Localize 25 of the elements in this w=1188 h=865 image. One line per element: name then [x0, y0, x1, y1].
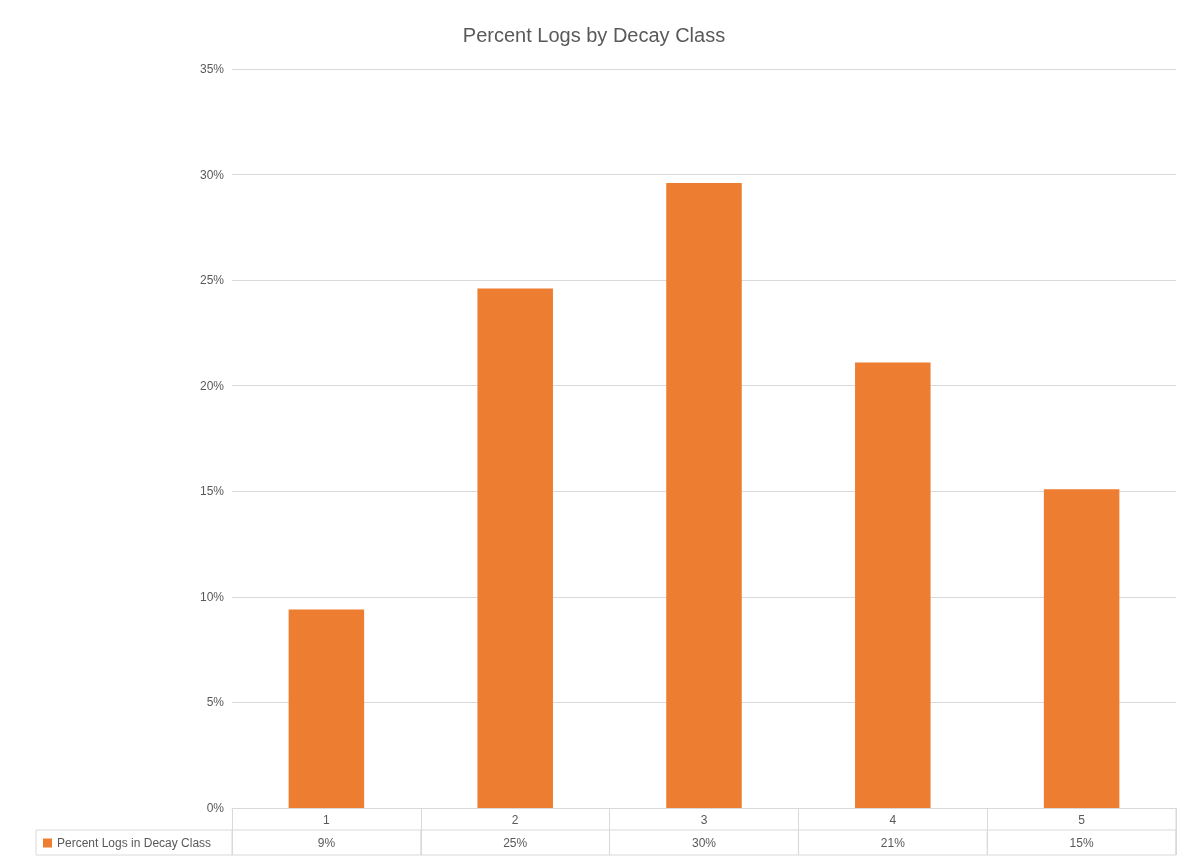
chart-title: Percent Logs by Decay Class — [462, 24, 726, 46]
y-tick-label: 30% — [199, 167, 225, 182]
legend-label: Percent Logs in Decay Class — [57, 836, 212, 850]
bar — [666, 183, 742, 808]
y-tick-label: 0% — [206, 801, 225, 815]
x-tick-label: 2 — [511, 813, 519, 827]
y-tick-label: 10% — [199, 589, 225, 604]
x-tick-label: 1 — [323, 813, 331, 827]
y-tick-label: 25% — [199, 273, 225, 288]
bar — [477, 288, 553, 808]
data-label: 21% — [880, 835, 906, 850]
bar — [288, 609, 365, 808]
y-tick-label: 5% — [206, 695, 225, 710]
x-tick-label: 5 — [1078, 813, 1086, 827]
y-tick-label: 20% — [199, 378, 225, 393]
bar — [855, 362, 931, 808]
data-label: 25% — [503, 835, 528, 850]
y-tick-label: 15% — [199, 484, 225, 499]
data-label: 15% — [1069, 835, 1094, 850]
y-tick-label: 35% — [199, 62, 225, 76]
data-label: 9% — [317, 835, 336, 850]
bar — [1043, 489, 1120, 808]
data-label: 30% — [691, 835, 717, 850]
x-tick-label: 3 — [700, 813, 708, 827]
x-tick-label: 4 — [889, 813, 897, 827]
